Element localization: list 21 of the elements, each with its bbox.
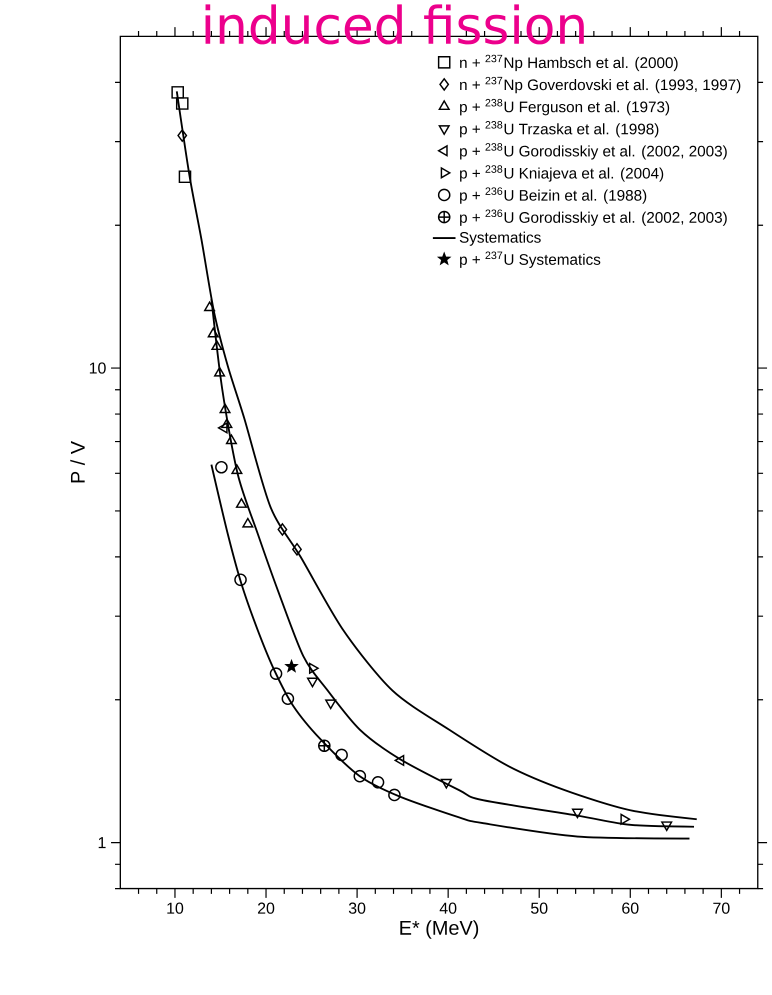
x-tick-label: 70 (713, 902, 730, 914)
legend-label: p + $^{238}$U Trzaska et al. (1998) (460, 121, 659, 138)
x-tick-label: 40 (440, 902, 457, 914)
legend-label: p + $^{236}$U Gorodisskiy et al. (2002, 2003) (460, 209, 727, 226)
x-tick-label: 30 (349, 902, 366, 914)
legend-label: n + $^{237}$Np Goverdovski et al. (1993, 1997) (460, 76, 740, 94)
x-tick-label: 60 (622, 902, 639, 914)
legend-label: Systematics (460, 232, 541, 246)
x-tick-label: 50 (531, 902, 548, 914)
legend-label: p + $^{238}$U Ferguson et al. (1973) (460, 98, 670, 116)
x-tick-label: 10 (167, 902, 184, 914)
x-tick-label: 20 (258, 902, 274, 914)
legend-label: p + $^{237}$U Systematics (460, 252, 600, 268)
chart-title: induced fission (206, 4, 584, 44)
legend-label: p + $^{238}$U Kniajeva et al. (2004) (460, 165, 664, 182)
y-axis-title: P / V (70, 441, 86, 482)
x-axis-title: E* (MeV) (400, 920, 478, 939)
y-tick-label: 1 (98, 837, 106, 848)
legend-label: p + $^{236}$U Beizin et al. (1988) (460, 187, 646, 204)
legend-label: p + $^{238}$U Gorodisskiy et al. (2002, 2003) (460, 143, 727, 160)
legend-label: n + $^{237}$Np Hambsch et al. (2000) (460, 54, 678, 72)
